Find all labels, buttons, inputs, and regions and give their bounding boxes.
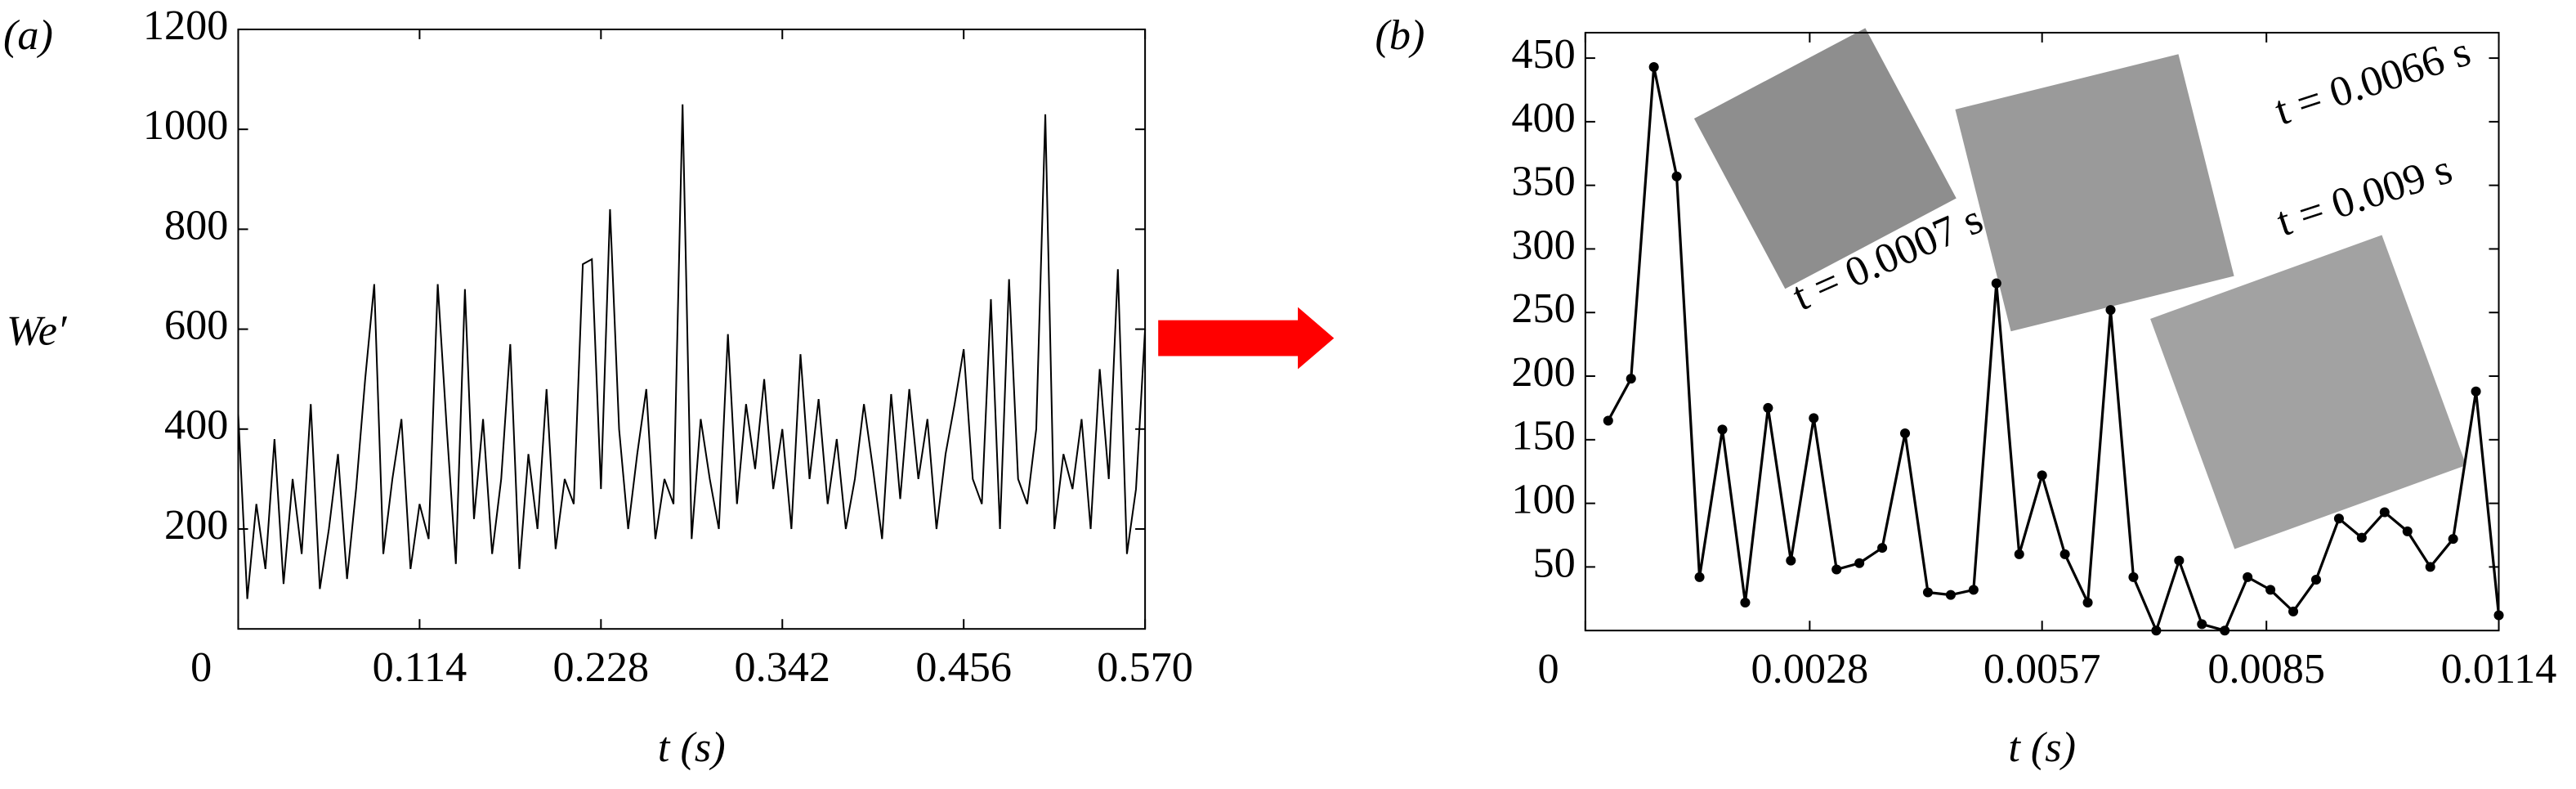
x-tick-label: 0.0057 bbox=[1983, 646, 2101, 693]
x-tick-label: 0 bbox=[190, 644, 212, 691]
y-tick-label: 100 bbox=[1511, 477, 1575, 523]
marker bbox=[2402, 526, 2413, 536]
arrow bbox=[1158, 307, 1335, 370]
marker bbox=[2243, 572, 2253, 582]
marker bbox=[2425, 562, 2435, 572]
marker bbox=[1603, 415, 1613, 426]
marker bbox=[1740, 597, 1751, 607]
marker bbox=[1831, 564, 1842, 575]
x-axis-label: t (s) bbox=[2008, 724, 2076, 771]
x-tick-label: 0.456 bbox=[915, 644, 1012, 691]
x-tick-label: 0.228 bbox=[553, 644, 650, 691]
marker bbox=[1900, 428, 1911, 439]
y-tick-label: 200 bbox=[164, 502, 228, 549]
marker bbox=[1763, 402, 1773, 413]
marker bbox=[1671, 171, 1682, 182]
marker bbox=[2037, 470, 2047, 481]
marker bbox=[1648, 61, 1659, 72]
x-tick-label: 0.114 bbox=[373, 644, 467, 691]
marker bbox=[2014, 549, 2024, 559]
marker bbox=[1945, 590, 1956, 600]
marker bbox=[1854, 558, 1865, 568]
y-tick-label: 1200 bbox=[143, 2, 229, 49]
x-tick-label: 0.342 bbox=[734, 644, 830, 691]
marker bbox=[2128, 572, 2139, 582]
y-tick-label: 800 bbox=[164, 202, 228, 249]
y-tick-label: 400 bbox=[1511, 95, 1575, 141]
x-tick-label: 0.570 bbox=[1097, 644, 1193, 691]
marker bbox=[2493, 610, 2504, 621]
marker bbox=[1694, 572, 1705, 582]
x-tick-label: 0.0114 bbox=[2441, 646, 2557, 693]
marker bbox=[2288, 606, 2299, 616]
annotation: t = 0.0066 s bbox=[2270, 29, 2476, 135]
x-tick-label: 0 bbox=[1538, 646, 1559, 693]
marker bbox=[2471, 386, 2481, 397]
marker bbox=[1626, 374, 1636, 384]
marker bbox=[2174, 555, 2185, 566]
marker bbox=[2220, 625, 2230, 636]
y-tick-label: 600 bbox=[164, 303, 228, 349]
marker bbox=[1717, 424, 1728, 435]
y-axis-label: We′ bbox=[7, 308, 68, 355]
marker bbox=[1968, 585, 1979, 595]
y-tick-label: 400 bbox=[164, 402, 228, 449]
x-tick-label: 0.0085 bbox=[2207, 646, 2325, 693]
y-tick-label: 150 bbox=[1511, 413, 1575, 460]
marker bbox=[2151, 625, 2162, 636]
marker bbox=[2310, 574, 2322, 585]
marker bbox=[2356, 532, 2367, 543]
y-tick-label: 50 bbox=[1533, 540, 1576, 586]
marker bbox=[2197, 619, 2207, 630]
marker bbox=[2448, 534, 2458, 545]
photo bbox=[1955, 54, 2234, 332]
data-line bbox=[237, 104, 1147, 599]
y-tick-label: 200 bbox=[1511, 349, 1575, 396]
marker bbox=[2265, 585, 2276, 595]
photo bbox=[1693, 28, 1957, 289]
marker bbox=[1922, 587, 1934, 598]
annotation: t = 0.009 s bbox=[2271, 146, 2457, 245]
x-axis-label: t (s) bbox=[658, 724, 726, 771]
marker bbox=[1809, 413, 1819, 424]
y-tick-label: 250 bbox=[1511, 285, 1575, 332]
panel-label: (b) bbox=[1375, 12, 1425, 59]
y-tick-label: 300 bbox=[1511, 222, 1575, 269]
marker bbox=[2059, 549, 2070, 559]
y-tick-label: 450 bbox=[1511, 31, 1575, 78]
marker bbox=[2105, 305, 2116, 316]
data-line bbox=[1607, 66, 2501, 634]
marker bbox=[1786, 555, 1796, 566]
marker bbox=[2379, 507, 2390, 518]
photo bbox=[2150, 235, 2466, 549]
marker bbox=[1991, 278, 2001, 289]
y-tick-label: 1000 bbox=[143, 102, 229, 149]
panel-label: (a) bbox=[3, 12, 53, 59]
x-tick-label: 0.0028 bbox=[1751, 646, 1869, 693]
marker bbox=[1877, 543, 1888, 554]
marker bbox=[2333, 513, 2344, 524]
marker bbox=[2082, 597, 2093, 607]
y-tick-label: 350 bbox=[1511, 159, 1575, 205]
